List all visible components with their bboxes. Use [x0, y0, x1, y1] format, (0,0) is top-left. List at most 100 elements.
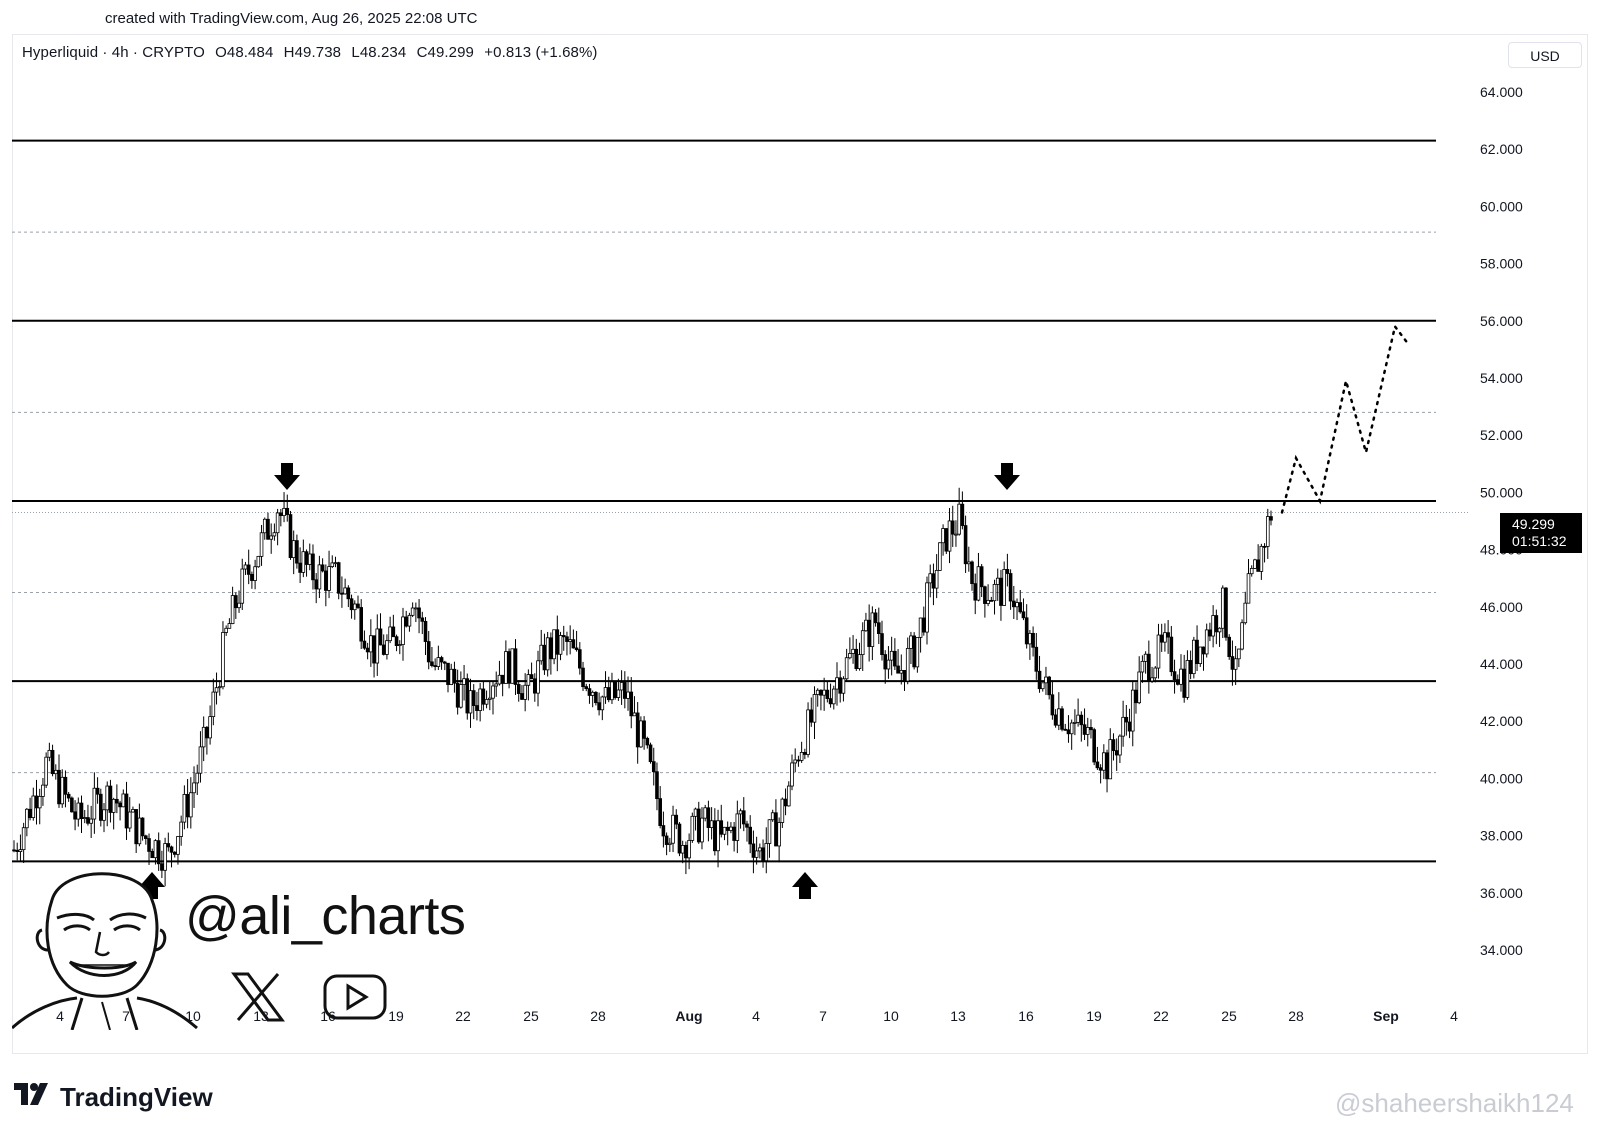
candle-body	[610, 681, 614, 701]
candle-body	[1098, 767, 1103, 771]
close-value: C49.299	[416, 44, 474, 61]
youtube-logo-icon[interactable]	[322, 972, 388, 1022]
candle-body	[76, 802, 81, 820]
y-tick-label: 64.000	[1480, 84, 1523, 100]
candle-body	[706, 807, 711, 828]
candle-body	[513, 648, 518, 685]
candle-body	[539, 644, 544, 662]
candle-body	[780, 798, 785, 823]
candle-body	[214, 687, 219, 693]
candle-body	[603, 687, 608, 698]
candle-body	[1262, 545, 1267, 548]
symbol-name: Hyperliquid · 4h · CRYPTO	[22, 44, 205, 61]
candle-body	[854, 648, 859, 670]
candle-body	[713, 820, 717, 852]
candle-body	[150, 851, 155, 859]
candle-body	[1140, 660, 1145, 673]
candle-body	[661, 825, 666, 837]
candle-body	[53, 769, 58, 775]
candle-body	[1127, 721, 1132, 732]
candle-body	[738, 810, 743, 815]
candle-body	[1249, 567, 1254, 575]
candle-body	[253, 566, 257, 581]
candle-body	[41, 784, 45, 797]
x-tick-label: 13	[950, 1008, 966, 1024]
candle-body	[105, 785, 110, 811]
candle-body	[240, 568, 245, 604]
candle-body	[1201, 646, 1206, 655]
candle-body	[1015, 602, 1019, 608]
candle-body	[172, 851, 177, 855]
candle-body	[590, 691, 595, 696]
candle-body	[520, 693, 524, 700]
candle-body	[1031, 632, 1035, 648]
candle-body	[237, 602, 241, 609]
avatar-illustration	[12, 872, 198, 1030]
candle-body	[217, 686, 222, 689]
candle-body	[185, 794, 190, 818]
candle-body	[291, 540, 296, 558]
candle-body	[311, 553, 315, 581]
candle-body	[642, 720, 646, 739]
candle-body	[809, 709, 814, 723]
candle-body	[822, 689, 826, 696]
candle-body	[224, 627, 228, 633]
candle-body	[835, 677, 839, 690]
candle-body	[108, 785, 113, 813]
candle-body	[349, 598, 354, 611]
candle-body	[558, 635, 563, 655]
candle-body	[365, 647, 370, 653]
x-tick-label: 22	[1153, 1008, 1169, 1024]
candle-body	[632, 712, 637, 717]
candle-body	[1188, 660, 1193, 675]
candle-body	[1269, 516, 1273, 521]
candle-body	[385, 640, 389, 655]
candle-body	[1163, 632, 1167, 643]
candle-body	[275, 512, 280, 534]
candle-body	[770, 812, 775, 821]
candle-body	[838, 677, 843, 694]
candle-body	[134, 809, 138, 845]
low-value: L48.234	[351, 44, 407, 61]
candle-body	[15, 849, 20, 852]
candle-body	[931, 573, 936, 589]
open-value: O48.484	[215, 44, 274, 61]
candle-body	[333, 562, 338, 565]
candle-body	[131, 809, 135, 813]
candle-body	[1057, 708, 1061, 726]
candle-body	[700, 817, 704, 843]
candle-body	[741, 810, 746, 825]
candle-body	[831, 688, 836, 705]
candle-body	[889, 650, 894, 661]
candle-body	[57, 769, 61, 805]
tradingview-mark-icon	[14, 1083, 54, 1112]
candle-body	[918, 617, 923, 638]
candle-body	[285, 507, 290, 515]
candle-body	[324, 570, 328, 591]
candle-body	[761, 847, 765, 862]
candle-body	[655, 771, 659, 800]
candle-body	[1089, 727, 1093, 731]
candle-body	[259, 532, 264, 557]
candle-body	[1182, 668, 1186, 698]
candle-body	[60, 776, 65, 805]
candle-body	[999, 577, 1003, 606]
currency-button[interactable]: USD	[1508, 42, 1582, 68]
candle-body	[307, 553, 312, 565]
candle-body	[671, 814, 675, 844]
candle-body	[735, 813, 740, 841]
candle-body	[764, 843, 769, 862]
candle-body	[1175, 679, 1180, 685]
candle-body	[909, 635, 913, 649]
candle-body	[79, 802, 84, 820]
candle-body	[1082, 724, 1087, 735]
candle-body	[487, 697, 492, 700]
candle-body	[346, 587, 351, 600]
candle-body	[356, 603, 360, 608]
candle-body	[613, 681, 617, 698]
x-logo-icon[interactable]	[230, 972, 286, 1022]
candle-body	[893, 650, 897, 667]
candle-body	[873, 612, 878, 624]
candle-body	[1230, 656, 1235, 670]
